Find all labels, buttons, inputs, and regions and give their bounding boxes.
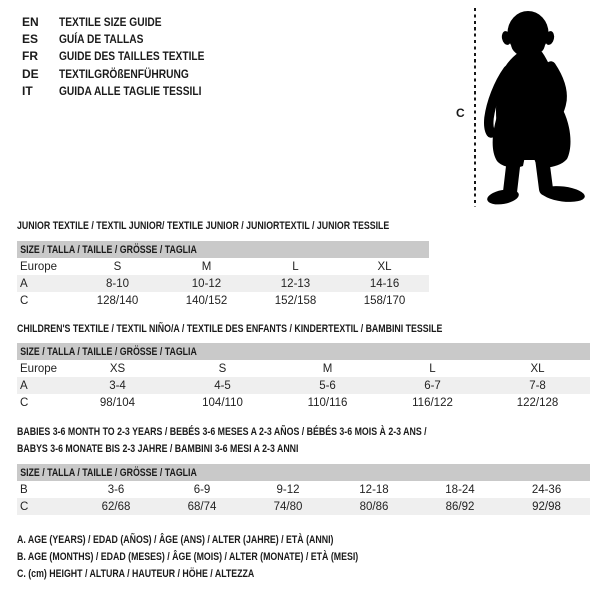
language-code: IT (22, 83, 33, 98)
baby-silhouette-icon (483, 11, 585, 205)
table-row: A 8-10 10-12 12-13 14-16 (17, 275, 430, 292)
language-row-it: IT GUIDA ALLE TAGLIE TESSILI (22, 82, 230, 99)
cell: 10-12 (162, 275, 251, 292)
cell: 12-13 (251, 275, 340, 292)
cell: 62/68 (73, 498, 159, 515)
cell: XS (109, 362, 126, 375)
babies-size-table: SIZE / TALLA / TAILLE / GRÖSSE / TAGLIA … (17, 464, 591, 515)
cell: 68/74 (159, 498, 245, 515)
size-header-row: SIZE / TALLA / TAILLE / GRÖSSE / TAGLIA (17, 343, 590, 360)
size-header-label: SIZE / TALLA / TAILLE / GRÖSSE / TAGLIA (20, 345, 197, 358)
table-row: Europe S M L XL (17, 258, 429, 275)
cell: M (201, 260, 212, 273)
babies-section-title: BABIES 3-6 MONTH TO 2-3 YEARS / BEBÉS 3-… (17, 426, 427, 455)
children-section-title: CHILDREN'S TEXTILE / TEXTIL NIÑO/A / TEX… (17, 323, 443, 335)
row-label: A (17, 275, 73, 292)
language-row-fr: FR GUIDE DES TAILLES TEXTILE (22, 48, 230, 65)
cell: M (322, 362, 333, 375)
row-label: C (20, 294, 29, 307)
row-label: Europe (20, 362, 58, 375)
height-measure-label: C (456, 106, 465, 120)
cell: L (429, 362, 436, 375)
cell: 18-24 (445, 483, 475, 496)
note-age-years: A. AGE (YEARS) / EDAD (AÑOS) / ÂGE (ANS)… (17, 534, 334, 546)
cell: 152/158 (274, 294, 317, 307)
language-label: TEXTILGRÖßENFÜHRUNG (59, 66, 189, 81)
cell: 116/122 (412, 396, 453, 409)
cell: 128/140 (96, 294, 139, 307)
language-code: EN (22, 14, 39, 29)
row-label: A (17, 377, 65, 394)
cell: 7-8 (485, 377, 590, 394)
size-header-row: SIZE / TALLA / TAILLE / GRÖSSE / TAGLIA (17, 464, 591, 481)
row-label: B (20, 483, 28, 496)
height-dashed-line (474, 8, 477, 207)
language-label: GUIDA ALLE TAGLIE TESSILI (59, 83, 202, 98)
cell: S (113, 260, 122, 273)
language-code: FR (22, 49, 38, 64)
language-label: GUIDE DES TAILLES TEXTILE (59, 49, 205, 64)
cell: 3-6 (107, 483, 125, 496)
cell: 12-18 (359, 483, 389, 496)
cell: 5-6 (275, 377, 380, 394)
cell: 158/170 (363, 294, 406, 307)
cell: 86/92 (417, 498, 503, 515)
note-height-cm: C. (cm) HEIGHT / ALTURA / HAUTEUR / HÖHE… (17, 568, 255, 581)
size-header-label: SIZE / TALLA / TAILLE / GRÖSSE / TAGLIA (20, 466, 197, 479)
cell: 74/80 (245, 498, 331, 515)
language-row-es: ES GUÍA DE TALLAS (22, 30, 230, 47)
cell: 3-4 (65, 377, 170, 394)
language-row-de: DE TEXTILGRÖßENFÜHRUNG (22, 65, 230, 82)
table-row: C 128/140 140/152 152/158 158/170 (17, 292, 429, 309)
cell: 4-5 (170, 377, 275, 394)
table-row: B 3-6 6-9 9-12 12-18 18-24 24-36 (17, 481, 590, 498)
cell: 6-9 (193, 483, 211, 496)
cell: 8-10 (73, 275, 162, 292)
cell: 9-12 (276, 483, 300, 496)
language-label: TEXTILE SIZE GUIDE (59, 14, 162, 29)
row-label: C (20, 396, 29, 409)
language-list: EN TEXTILE SIZE GUIDE ES GUÍA DE TALLAS … (22, 13, 230, 99)
language-code: ES (22, 31, 39, 46)
size-header-label: SIZE / TALLA / TAILLE / GRÖSSE / TAGLIA (20, 243, 197, 256)
cell: 104/110 (202, 396, 243, 409)
cell: 140/152 (185, 294, 228, 307)
junior-size-table: SIZE / TALLA / TAILLE / GRÖSSE / TAGLIA … (17, 241, 430, 309)
cell: 98/104 (99, 396, 136, 409)
cell: 80/86 (331, 498, 417, 515)
table-row: C 98/104 104/110 110/116 116/122 122/128 (17, 394, 590, 411)
children-size-table: SIZE / TALLA / TAILLE / GRÖSSE / TAGLIA … (17, 343, 590, 411)
language-code: DE (22, 66, 39, 81)
cell: S (218, 362, 227, 375)
legend-notes: A. AGE (YEARS) / EDAD (AÑOS) / ÂGE (ANS)… (17, 534, 444, 586)
cell: 92/98 (503, 498, 591, 515)
language-row-en: EN TEXTILE SIZE GUIDE (22, 13, 230, 30)
language-label: GUÍA DE TALLAS (59, 31, 144, 46)
note-age-months: B. AGE (MONTHS) / EDAD (MESES) / ÂGE (MO… (17, 551, 359, 564)
cell: L (292, 260, 299, 273)
table-row: Europe XS S M L XL (17, 360, 590, 377)
cell: 14-16 (340, 275, 430, 292)
cell: 110/116 (307, 396, 348, 409)
row-label: Europe (20, 260, 58, 273)
cell: XL (530, 362, 545, 375)
junior-section-title: JUNIOR TEXTILE / TEXTIL JUNIOR/ TEXTILE … (17, 220, 390, 232)
cell: 6-7 (380, 377, 485, 394)
cell: 24-36 (531, 483, 562, 496)
cell: 122/128 (516, 396, 559, 409)
table-row: A 3-4 4-5 5-6 6-7 7-8 (17, 377, 590, 394)
table-row: C 62/68 68/74 74/80 80/86 86/92 92/98 (17, 498, 591, 515)
size-header-row: SIZE / TALLA / TAILLE / GRÖSSE / TAGLIA (17, 241, 430, 258)
row-label: C (17, 498, 73, 515)
cell: XL (377, 260, 392, 273)
